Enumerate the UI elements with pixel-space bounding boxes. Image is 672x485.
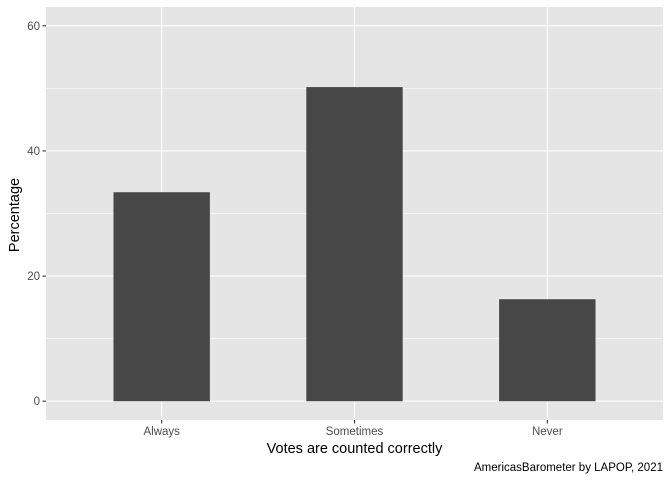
chart-caption: AmericasBarometer by LAPOP, 2021 [474,462,663,474]
x-tick-label-sometimes: Sometimes [326,426,384,438]
x-tick-label-never: Never [532,426,563,438]
x-tick-label-always: Always [143,426,180,438]
y-tick-label: 0 [34,396,40,408]
y-axis-title: Percentage [7,178,23,252]
bar-sometimes [306,87,403,402]
bar-never [499,299,596,402]
x-axis: Always Sometimes Never [143,420,563,438]
bars-group [113,87,596,402]
bar-always [113,192,210,402]
y-tick-label: 20 [27,271,40,283]
x-axis-title: Votes are counted correctly [267,441,443,457]
y-axis: 0 20 40 60 [27,21,46,408]
y-tick-label: 40 [27,146,40,158]
y-tick-label: 60 [27,21,40,33]
